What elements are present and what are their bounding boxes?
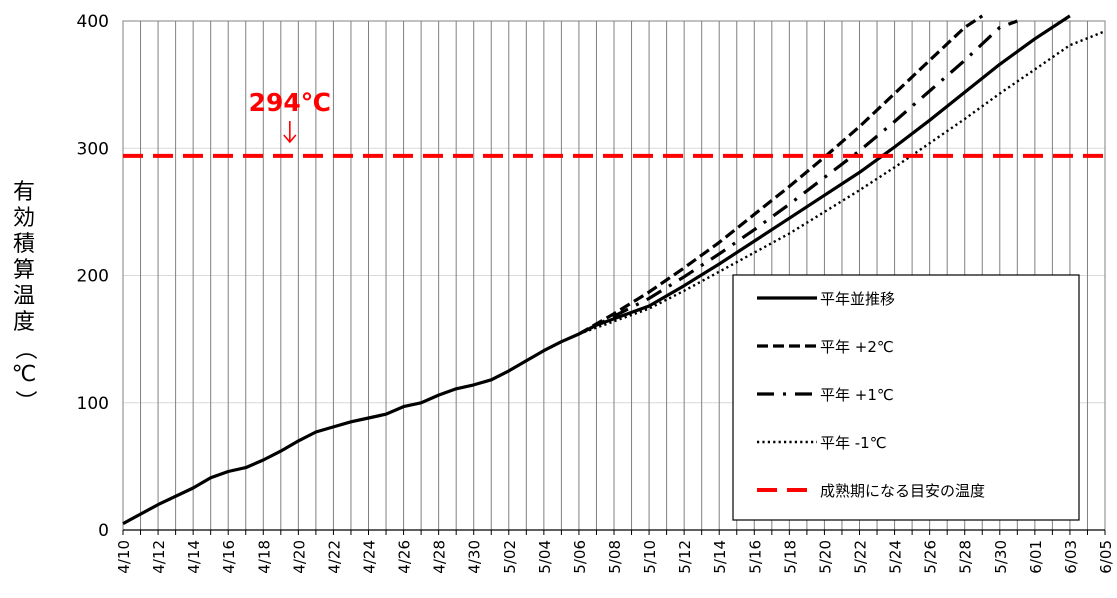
y-axis-label-char: 温 <box>12 284 35 309</box>
x-tick-label: 4/12 <box>150 540 168 574</box>
legend-label-3: 平年 -1℃ <box>820 434 887 452</box>
y-tick-label: 400 <box>77 12 109 32</box>
y-tick-label: 300 <box>77 139 109 159</box>
y-axis-label-char: 積 <box>12 232 35 257</box>
legend-label-1: 平年 +2℃ <box>820 338 894 356</box>
x-tick-label: 4/30 <box>466 540 484 574</box>
y-tick-label: 100 <box>77 394 109 414</box>
x-tick-label: 5/12 <box>676 540 694 574</box>
x-tick-label: 5/18 <box>781 540 799 574</box>
y-axis-label-char: 度 <box>12 310 35 335</box>
x-tick-label: 4/22 <box>325 540 343 574</box>
x-tick-label: 4/28 <box>431 540 449 574</box>
x-tick-label: 4/18 <box>255 540 273 574</box>
x-tick-label: 4/10 <box>115 540 133 574</box>
series-line-3 <box>578 30 1106 336</box>
x-tick-label: 5/22 <box>852 540 870 574</box>
x-tick-label: 6/01 <box>1027 540 1045 574</box>
x-tick-label: 4/26 <box>396 540 414 574</box>
y-tick-label: 0 <box>98 521 109 541</box>
x-tick-label: 5/28 <box>957 540 975 574</box>
x-tick-label: 4/16 <box>220 540 238 574</box>
x-tick-label: 6/03 <box>1062 540 1080 574</box>
x-tick-label: 5/02 <box>501 540 519 574</box>
annotation-label: 294℃ <box>249 88 331 117</box>
y-axis-label-char: 有 <box>12 180 35 205</box>
legend-label-4: 成熟期になる目安の温度 <box>820 482 985 500</box>
x-tick-label: 5/16 <box>746 540 764 574</box>
x-tick-label: 5/20 <box>816 540 834 574</box>
series-line-2 <box>578 19 1018 336</box>
x-tick-label: 5/10 <box>641 540 659 574</box>
x-tick-label: 4/24 <box>361 540 379 574</box>
annotation-arrow-head <box>283 134 297 144</box>
x-tick-label: 5/24 <box>887 540 905 574</box>
x-tick-label: 5/30 <box>992 540 1010 574</box>
y-tick-label: 200 <box>77 267 109 287</box>
x-tick-label: 5/14 <box>711 540 729 574</box>
y-axis-label-char: ℃ <box>11 362 37 387</box>
x-tick-label: 5/08 <box>606 540 624 574</box>
y-axis-label-char: 算 <box>12 258 35 283</box>
legend-label-0: 平年並推移 <box>820 290 895 308</box>
x-tick-label: 5/26 <box>922 540 940 574</box>
x-tick-label: 4/14 <box>185 540 203 574</box>
series-line-0 <box>122 14 1071 526</box>
series-line-1 <box>578 14 984 336</box>
x-tick-label: 4/20 <box>290 540 308 574</box>
x-tick-label: 5/06 <box>571 540 589 574</box>
x-tick-label: 5/04 <box>536 540 554 574</box>
y-axis-label-char: 効 <box>12 206 35 231</box>
x-tick-label: 6/05 <box>1097 540 1115 574</box>
y-axis-label: 有効積算温度（℃） <box>4 180 44 414</box>
legend-label-2: 平年 +1℃ <box>820 386 894 404</box>
legend-box <box>732 274 1080 521</box>
